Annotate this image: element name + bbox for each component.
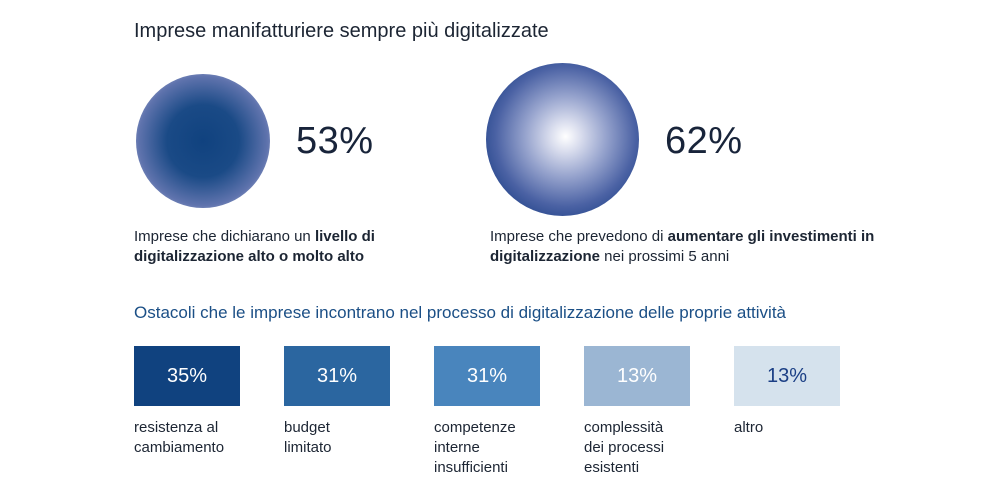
obstacle-bar-4: 13% <box>584 346 690 406</box>
desc-text: Imprese che dichiarano un <box>134 228 315 245</box>
obstacle-bar-5: 13% <box>734 346 840 406</box>
desc-text: Imprese che prevedono di <box>490 228 668 245</box>
obstacle-value-label: 13% <box>616 364 658 387</box>
obstacle-value-label: 31% <box>466 364 508 387</box>
obstacle-category-label: altro <box>734 419 764 436</box>
page-title: Imprese manifatturiere sempre più digita… <box>134 20 549 42</box>
highlight-description-investment-plans: Imprese che prevedono di aumentare gli i… <box>490 227 910 267</box>
obstacle-category-label: budget limitato <box>284 419 332 456</box>
obstacle-value-label: 35% <box>166 364 208 387</box>
gradient-circle-digitalization-level <box>136 74 270 208</box>
gradient-circle-investment-plans <box>486 63 639 216</box>
desc-text-after: nei prossimi 5 anni <box>600 248 730 265</box>
obstacle-category-label: competenze interne insufficienti <box>434 419 516 476</box>
obstacle-bar-3: 31% <box>434 346 540 406</box>
obstacle-value-label: 13% <box>766 364 808 387</box>
desc-bold-text: livello di digitalizzazione alto o molto… <box>134 228 375 265</box>
highlight-description-digitalization-level: Imprese che dichiarano un livello di dig… <box>134 227 434 267</box>
desc-bold-text: aumentare gli investimenti in digitalizz… <box>490 228 875 265</box>
obstacle-category-label: complessità dei processi esistenti <box>584 419 665 476</box>
obstacle-bar-2: 31% <box>284 346 390 406</box>
highlight-value-investment-plans: 62% <box>665 120 743 162</box>
obstacle-category-label: resistenza al cambiamento <box>134 419 225 456</box>
chart-title: Ostacoli che le imprese incontrano nel p… <box>134 303 787 322</box>
obstacle-bar-1: 35% <box>134 346 240 406</box>
obstacle-value-label: 31% <box>316 364 358 387</box>
highlight-value-digitalization-level: 53% <box>296 120 374 162</box>
